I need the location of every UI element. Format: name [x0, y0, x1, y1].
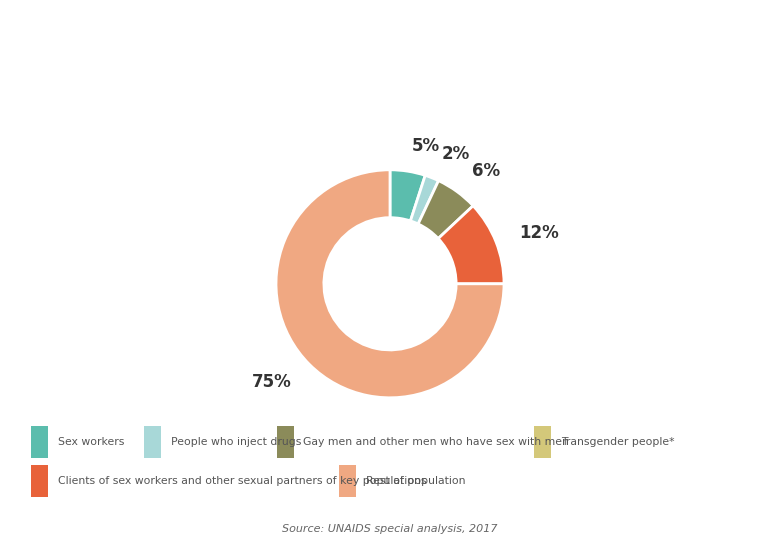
Wedge shape	[438, 206, 504, 284]
Bar	[339, 465, 356, 497]
Text: Gay men and other men who have sex with men: Gay men and other men who have sex with …	[303, 437, 569, 447]
Text: in Sub-Saharan Africa, 2015: in Sub-Saharan Africa, 2015	[170, 75, 610, 103]
Text: 5%: 5%	[412, 138, 440, 156]
Text: Transgender people*: Transgender people*	[561, 437, 675, 447]
Wedge shape	[276, 170, 504, 398]
Text: Clients of sex workers and other sexual partners of key populations: Clients of sex workers and other sexual …	[58, 476, 426, 487]
Wedge shape	[418, 181, 473, 239]
Text: 2%: 2%	[441, 145, 470, 164]
Text: 6%: 6%	[472, 163, 500, 180]
Wedge shape	[410, 176, 438, 224]
Text: 12%: 12%	[519, 224, 559, 241]
Bar	[31, 426, 48, 458]
Text: Rest of population: Rest of population	[366, 476, 466, 487]
Text: Sex workers: Sex workers	[58, 437, 124, 447]
Text: People who inject drugs: People who inject drugs	[171, 437, 301, 447]
Text: Distribution of New HIV Infections: Distribution of New HIV Infections	[122, 28, 658, 56]
Bar	[144, 426, 161, 458]
Bar	[534, 426, 551, 458]
Bar	[277, 426, 294, 458]
Text: 75%: 75%	[252, 373, 292, 391]
Wedge shape	[390, 170, 425, 221]
Bar	[31, 465, 48, 497]
Text: Source: UNAIDS special analysis, 2017: Source: UNAIDS special analysis, 2017	[282, 523, 498, 534]
